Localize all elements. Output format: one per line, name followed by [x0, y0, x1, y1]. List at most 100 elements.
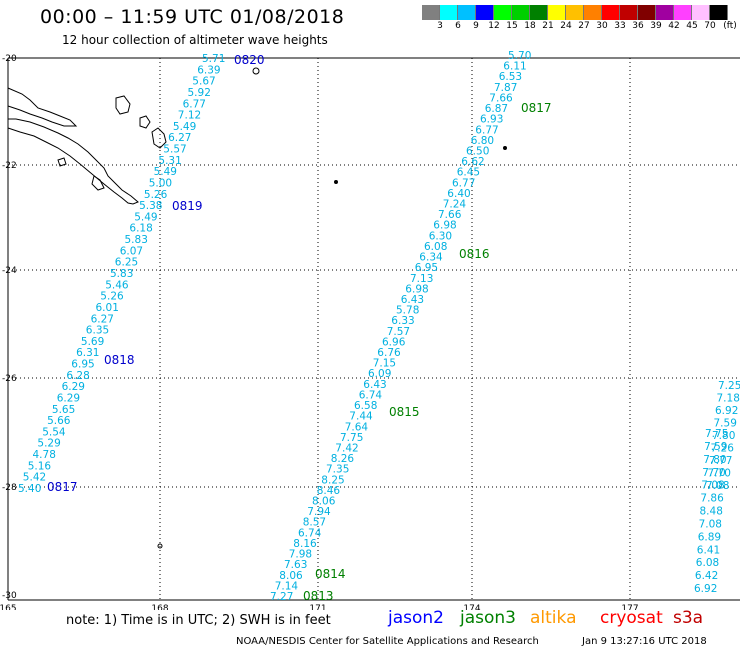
scale-swatch: [584, 5, 602, 20]
wave-height-value: 6.95: [71, 359, 94, 371]
wave-height-value: 5.16: [28, 460, 52, 472]
wave-height-value: 6.98: [433, 220, 456, 232]
scale-swatch: [710, 5, 728, 20]
island-outline-6: [57, 157, 67, 167]
scale-swatch: [566, 5, 584, 20]
wave-height-value: 6.07: [120, 245, 143, 257]
wave-height-value: 7.98: [289, 549, 312, 561]
wave-height-value: 5.69: [81, 336, 104, 348]
lon-tick-label: 168: [151, 604, 168, 610]
wave-height-value: 6.11: [503, 61, 526, 73]
scale-swatch: [674, 5, 692, 20]
scale-label: 6: [455, 21, 461, 31]
wave-height-value: 6.18: [129, 223, 152, 235]
wave-height-value: 6.27: [91, 313, 114, 325]
jason3-time-label: 0815: [389, 405, 420, 419]
time-labels: 0820 0819 0818 0817 0817 0816 0815 0814 0813: [47, 53, 552, 603]
wave-height-value: 6.89: [698, 531, 721, 543]
scale-label: 42: [668, 21, 680, 31]
wave-height-value: 5.70: [508, 50, 531, 62]
wave-height-value: 6.42: [695, 570, 718, 582]
jason2-time-label: 0817: [47, 480, 78, 494]
wave-height-value: 7.08: [699, 518, 722, 530]
lat-tick-label: -22: [2, 161, 17, 171]
scale-label: 36: [632, 21, 644, 31]
wave-height-value: 7.75: [705, 428, 728, 440]
wave-height-value: 8.48: [700, 506, 723, 518]
island-outline-5: [91, 175, 105, 191]
jason3-time-label: 0813: [303, 589, 334, 603]
wave-height-value: 6.33: [391, 315, 414, 327]
scale-label: 70: [704, 21, 716, 31]
scale-label: 15: [506, 21, 518, 31]
wave-height-value: 6.41: [697, 544, 720, 556]
jason2-time-label: 0819: [172, 199, 203, 213]
island-outline-2: [115, 95, 131, 115]
scale-label: 3: [437, 21, 443, 31]
wave-height-value: 6.08: [424, 241, 447, 253]
scale-swatch: [494, 5, 512, 20]
wave-height-value: 7.13: [410, 273, 433, 285]
wave-height-value: 7.24: [443, 199, 467, 211]
wave-height-value: 5.78: [396, 305, 419, 317]
wave-height-value: 5.83: [110, 268, 133, 280]
lon-tick-label: 171: [309, 604, 326, 610]
wave-height-value: 8.57: [303, 517, 326, 529]
wave-height-value: 6.76: [377, 347, 401, 359]
wave-height-value: 6.43: [401, 294, 424, 306]
wave-height-value: 7.42: [335, 443, 358, 455]
footer-credit: NOAA/NESDIS Center for Satellite Applica…: [236, 636, 539, 647]
wave-height-value: 5.67: [192, 76, 215, 88]
wave-height-value: 5.31: [158, 155, 181, 167]
scale-swatch: [638, 5, 656, 20]
wave-height-value: 5.49: [173, 121, 196, 133]
wave-height-value: 7.14: [275, 580, 299, 592]
map-title: 00:00 – 11:59 UTC 01/08/2018: [40, 6, 345, 28]
wave-height-value: 5.49: [134, 211, 157, 223]
wave-height-value: 7.18: [717, 393, 740, 405]
scale-swatch: [692, 5, 710, 20]
lon-tick-label: 165: [0, 604, 17, 610]
wave-height-value: 5.00: [149, 178, 172, 190]
island-outline-1: [7, 87, 78, 127]
scale-swatch: [620, 5, 638, 20]
wave-height-value: 6.53: [499, 71, 522, 83]
wave-height-value: 7.57: [387, 326, 410, 338]
wave-height-value: 7.86: [700, 493, 724, 505]
wave-height-value: 8.06: [279, 570, 303, 582]
wave-height-value: 5.40: [18, 483, 41, 495]
wave-height-value: 7.15: [373, 358, 396, 370]
wave-height-value: 6.35: [86, 325, 109, 337]
wave-height-value: 6.31: [76, 347, 99, 359]
wave-height-value: 6.25: [115, 257, 138, 269]
lon-tick-label: 174: [463, 604, 480, 610]
wave-height-value: 6.98: [405, 283, 428, 295]
scale-label: 24: [560, 21, 572, 31]
scale-swatch: [476, 5, 494, 20]
wave-height-value: 7.80: [712, 430, 735, 442]
wave-height-value: 6.30: [429, 230, 452, 242]
wave-height-value: 7.12: [178, 110, 201, 122]
scale-label: 39: [650, 21, 662, 31]
wave-height-value: 5.49: [154, 166, 177, 178]
jason2-time-label: 0820: [234, 53, 265, 67]
wave-height-value: 5.42: [23, 472, 46, 484]
footer-timestamp: Jan 9 13:27:16 UTC 2018: [582, 636, 707, 647]
color-scale: [422, 5, 728, 20]
wave-height-value: 4.78: [33, 449, 56, 461]
jason3-time-label: 0814: [315, 567, 346, 581]
wave-height-value: 8.26: [331, 453, 355, 465]
legend-item-altika: altika: [530, 608, 577, 628]
graticule: [8, 58, 740, 600]
wave-height-value: 7.25: [718, 380, 740, 392]
wave-height-value: 6.92: [715, 405, 738, 417]
jason2-time-label: 0818: [104, 353, 135, 367]
wave-height-value: 5.46: [105, 279, 129, 291]
scale-label: 18: [524, 21, 536, 31]
scale-swatch: [422, 5, 440, 20]
wave-height-value: 6.40: [447, 188, 470, 200]
scale-label: 21: [542, 21, 554, 31]
wave-height-value: 5.38: [139, 200, 162, 212]
scale-label: 33: [614, 21, 626, 31]
wave-height-value: 6.80: [471, 135, 494, 147]
